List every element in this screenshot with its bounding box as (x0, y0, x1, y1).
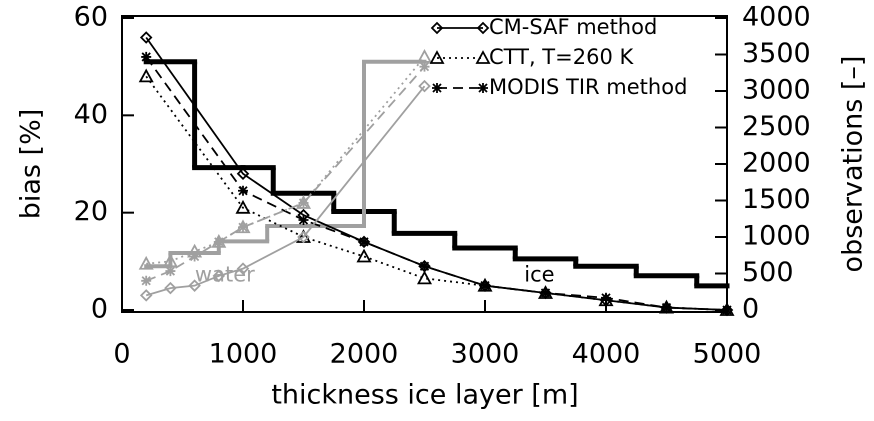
y2-tick-label: 2000 (742, 148, 811, 179)
x-tick-label: 4000 (572, 339, 641, 370)
x-tick-label: 5000 (693, 339, 762, 370)
marker (419, 61, 430, 72)
legend-marker (475, 50, 491, 64)
marker (601, 292, 611, 303)
legend-marker (476, 21, 490, 35)
annotation: ice (524, 263, 554, 287)
marker (141, 275, 152, 286)
y2-tick-label: 1000 (742, 221, 811, 252)
marker (661, 302, 672, 313)
y-axis-label: bias [%] (16, 109, 47, 220)
marker (212, 269, 226, 283)
marker (359, 236, 369, 247)
series-line (145, 56, 728, 311)
marker (236, 262, 250, 275)
marker (356, 248, 372, 263)
legend-marker (430, 21, 444, 35)
marker (238, 185, 248, 196)
marker (722, 305, 732, 315)
legend-label: MODIS TIR method (489, 75, 687, 99)
marker (540, 287, 551, 298)
marker (165, 266, 176, 277)
y-tick-label: 0 (91, 294, 108, 325)
marker (189, 251, 200, 262)
marker (418, 79, 431, 93)
x-tick-label: 2000 (330, 339, 399, 370)
series-line (146, 56, 426, 265)
marker (141, 51, 152, 62)
x-tick-label: 0 (113, 339, 130, 370)
legend-marker (478, 83, 488, 93)
y2-tick-label: 0 (742, 294, 759, 325)
marker (297, 230, 310, 244)
legend-label: CTT, T=260 K (489, 45, 634, 69)
y2-tick-label: 2500 (742, 111, 811, 142)
y2-tick-label: 3500 (742, 38, 811, 69)
y2-axis-label: observations [–] (838, 56, 869, 273)
series-line (145, 85, 426, 297)
y2-tick-label: 4000 (742, 2, 811, 33)
marker (188, 279, 201, 292)
x-tick-label: 1000 (209, 339, 278, 370)
y2-tick-label: 1500 (742, 184, 811, 215)
marker (235, 199, 251, 214)
series-line (145, 75, 728, 311)
marker (236, 167, 250, 181)
marker (138, 68, 154, 83)
legend-marker (432, 83, 442, 93)
marker (416, 270, 433, 285)
legend-label: CM-SAF method (489, 15, 657, 39)
marker (298, 214, 309, 225)
marker (213, 236, 224, 247)
marker (238, 222, 248, 233)
marker (480, 280, 490, 291)
y2-tick-label: 500 (742, 257, 794, 288)
y-tick-label: 60 (74, 2, 108, 33)
marker (298, 197, 309, 208)
marker (164, 281, 177, 295)
legend-marker (429, 50, 445, 64)
marker (138, 255, 154, 270)
marker (139, 289, 153, 302)
annotation: water (195, 263, 255, 287)
x-axis-label: thickness ice layer [m] (271, 380, 578, 411)
x-tick-label: 3000 (451, 339, 520, 370)
marker (139, 31, 153, 44)
y-tick-label: 40 (74, 99, 108, 130)
y2-tick-label: 3000 (742, 75, 811, 106)
marker (419, 261, 430, 272)
y-tick-label: 20 (74, 196, 108, 227)
